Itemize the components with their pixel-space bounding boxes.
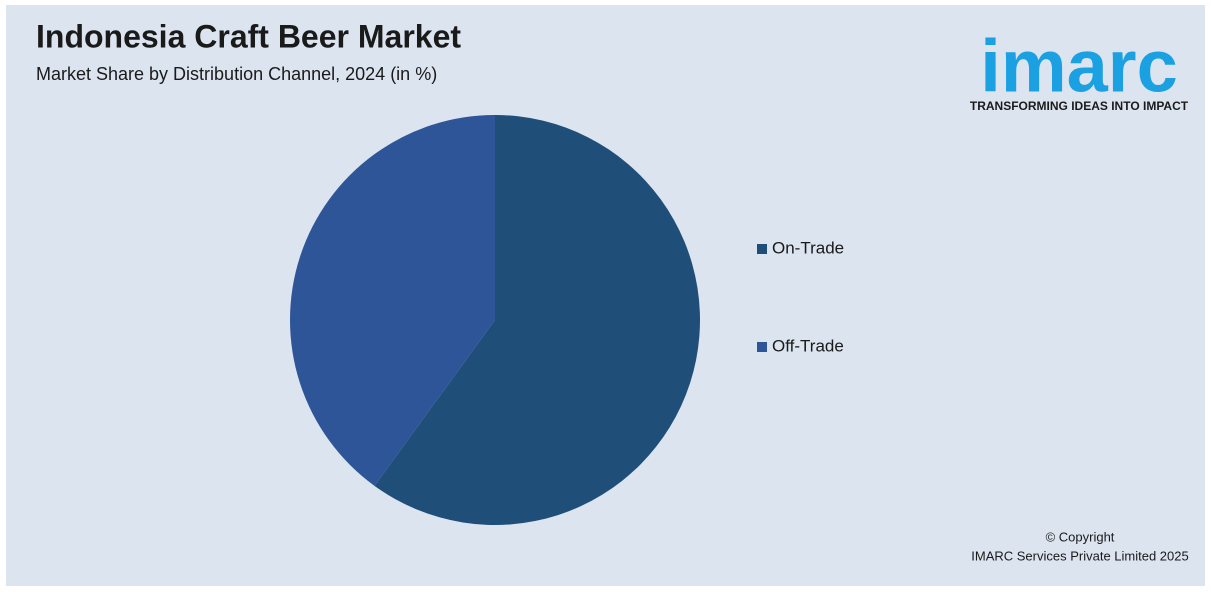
logo-name: imarc [980,25,1177,108]
legend-swatch [757,342,767,352]
pie-slice [290,115,495,486]
chart-subtitle: Market Share by Distribution Channel, 20… [36,64,437,84]
logo-tagline: TRANSFORMING IDEAS INTO IMPACT [970,99,1189,113]
pie-slice [374,115,700,525]
copyright: © Copyright [1046,529,1115,544]
legend-swatch [757,244,767,254]
legend-label: Off-Trade [772,336,844,355]
chart-title: Indonesia Craft Beer Market [36,18,461,54]
copyright: IMARC Services Private Limited 2025 [971,548,1188,563]
legend-label: On-Trade [772,238,844,257]
